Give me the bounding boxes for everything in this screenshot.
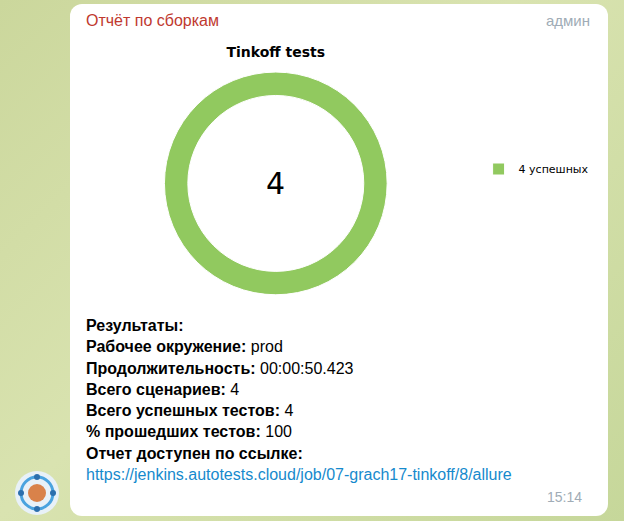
html-text:Отчет доступен по ссылке:: Отчет доступен по ссылке: (86, 444, 303, 462)
svg-text:Tinkoff tests: Tinkoff tests (226, 44, 325, 60)
svg-text:4 успешных: 4 успешных (519, 163, 589, 176)
html-text:Продолжительность: 00:00:50.42: Продолжительность: 00:00:50.423 (86, 359, 354, 377)
html-text:Всего успешных тестов: 4: Всего успешных тестов: 4 (86, 402, 294, 420)
html-text:https://jenkins.autotests.clou: https://jenkins.autotests.cloud/job/07-g… (86, 466, 512, 484)
html-text:Отчёт по сборкам: Отчёт по сборкам (86, 12, 219, 29)
svg-text:4: 4 (266, 166, 285, 201)
html-text:админ: админ (545, 12, 590, 29)
html-text:Результаты:: Результаты: (86, 317, 184, 334)
html-text:Всего сценариев: 4: Всего сценариев: 4 (86, 380, 240, 398)
html-text:Рабочее окружение: prod: Рабочее окружение: prod (86, 338, 283, 356)
html-text:% прошедших тестов: 100: % прошедших тестов: 100 (86, 423, 292, 441)
html-text:15:14: 15:14 (547, 489, 582, 505)
